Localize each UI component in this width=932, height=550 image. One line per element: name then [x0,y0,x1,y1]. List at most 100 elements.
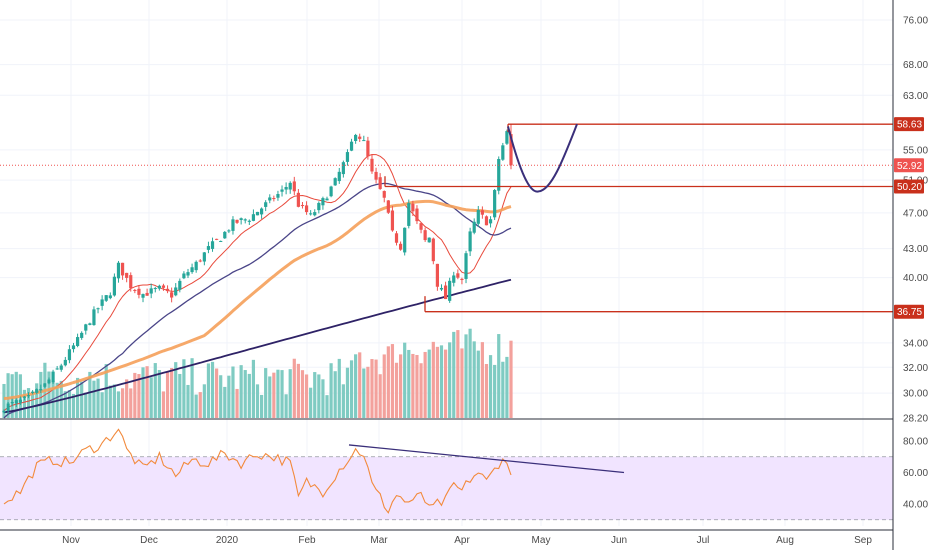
candle-body [59,365,63,370]
volume-bar [349,360,354,418]
candle-body [80,332,84,338]
volume-bar [497,334,501,418]
candle-body [35,389,39,393]
candle-body [488,219,493,224]
volume-bar [337,358,341,418]
candle-body [116,262,121,279]
candle-body [51,371,55,383]
volume-bar [382,354,386,418]
volume-bar [206,363,211,418]
volume-bar [288,369,292,418]
candle-body [26,395,31,397]
candle-body [55,368,59,370]
volume-bar [161,391,166,418]
candle-body [125,272,129,278]
candle-body [129,275,133,289]
volume-bar [317,374,321,418]
candle-body [349,141,354,151]
candle-body [468,231,472,252]
time-tick-label: Mar [370,535,388,546]
rsi-tick-label: 60.00 [903,468,928,479]
volume-bar [129,388,133,418]
volume-bar [104,364,108,418]
candle-body [6,403,10,411]
candle-body [476,210,480,224]
cup-pattern-curve [507,123,578,193]
volume-bar [407,349,411,418]
candle-body [186,272,190,276]
candle-body [313,212,317,216]
candle-body [509,134,513,166]
price-tag [894,117,924,132]
moving-average-line [3,278,512,414]
candle-body [264,202,268,207]
time-tick-label: Nov [62,535,80,546]
candle-body [178,280,182,290]
candle-body [157,285,161,289]
candle-body [149,288,153,294]
volume-bar [186,384,190,418]
candle-body [18,399,22,403]
volume-bar [223,386,227,418]
candlesticks [2,124,513,415]
volume-bar [6,373,10,418]
volume-bar [296,363,300,418]
candle-body [345,152,350,162]
candle-body [227,230,231,232]
volume-bar [145,366,149,418]
volume-bar [415,354,419,418]
candle-body [141,294,145,298]
rsi-line [3,428,512,514]
volume-bar [92,380,96,418]
candle-body [84,324,88,331]
volume-bar [210,361,215,418]
volume-bar [215,368,219,418]
price-tick-label: 32.00 [903,363,928,374]
volume-bar [468,328,472,418]
price-tick-label: 63.00 [903,91,928,102]
candle-body [251,214,256,221]
volume-bar [202,384,206,418]
price-tags: 58.63 52.92 50.20 36.75 [894,117,924,319]
volume-bar [26,388,31,418]
volume-bar [71,393,76,418]
candle-body [439,287,444,290]
candle-body [112,276,116,296]
candle-body [194,261,198,271]
candle-body [206,246,211,250]
volume-bar [153,363,157,418]
volume-bar [137,374,141,418]
volume-bar [435,346,440,418]
candle-body [243,219,247,221]
moving-average-line [3,199,512,400]
candle-body [198,260,202,262]
candle-body [300,205,305,207]
candle-body [415,208,419,222]
candle-body [190,267,194,273]
volume-bar [476,350,480,418]
candle-body [329,186,333,197]
candle-body [378,177,382,189]
candle-body [411,203,415,212]
volume-bar [472,341,476,418]
volume-bar [386,346,390,418]
candle-body [10,401,14,404]
volume-bar [464,334,468,418]
volume-bar [443,349,448,418]
candle-body [165,288,170,292]
candle-body [71,345,76,350]
candle-body [210,241,215,249]
candle-body [456,273,460,278]
rsi-divergence-trendline [348,444,625,474]
candle-body [321,198,325,206]
volume-bar [141,367,145,418]
volume-bar [259,394,264,418]
candle-body [292,181,296,192]
volume-bar [456,330,460,418]
volume-bar [227,375,231,418]
volume-bar [341,384,345,418]
candle-body [390,210,395,231]
volume-bar [493,364,497,418]
candle-body [362,140,366,142]
